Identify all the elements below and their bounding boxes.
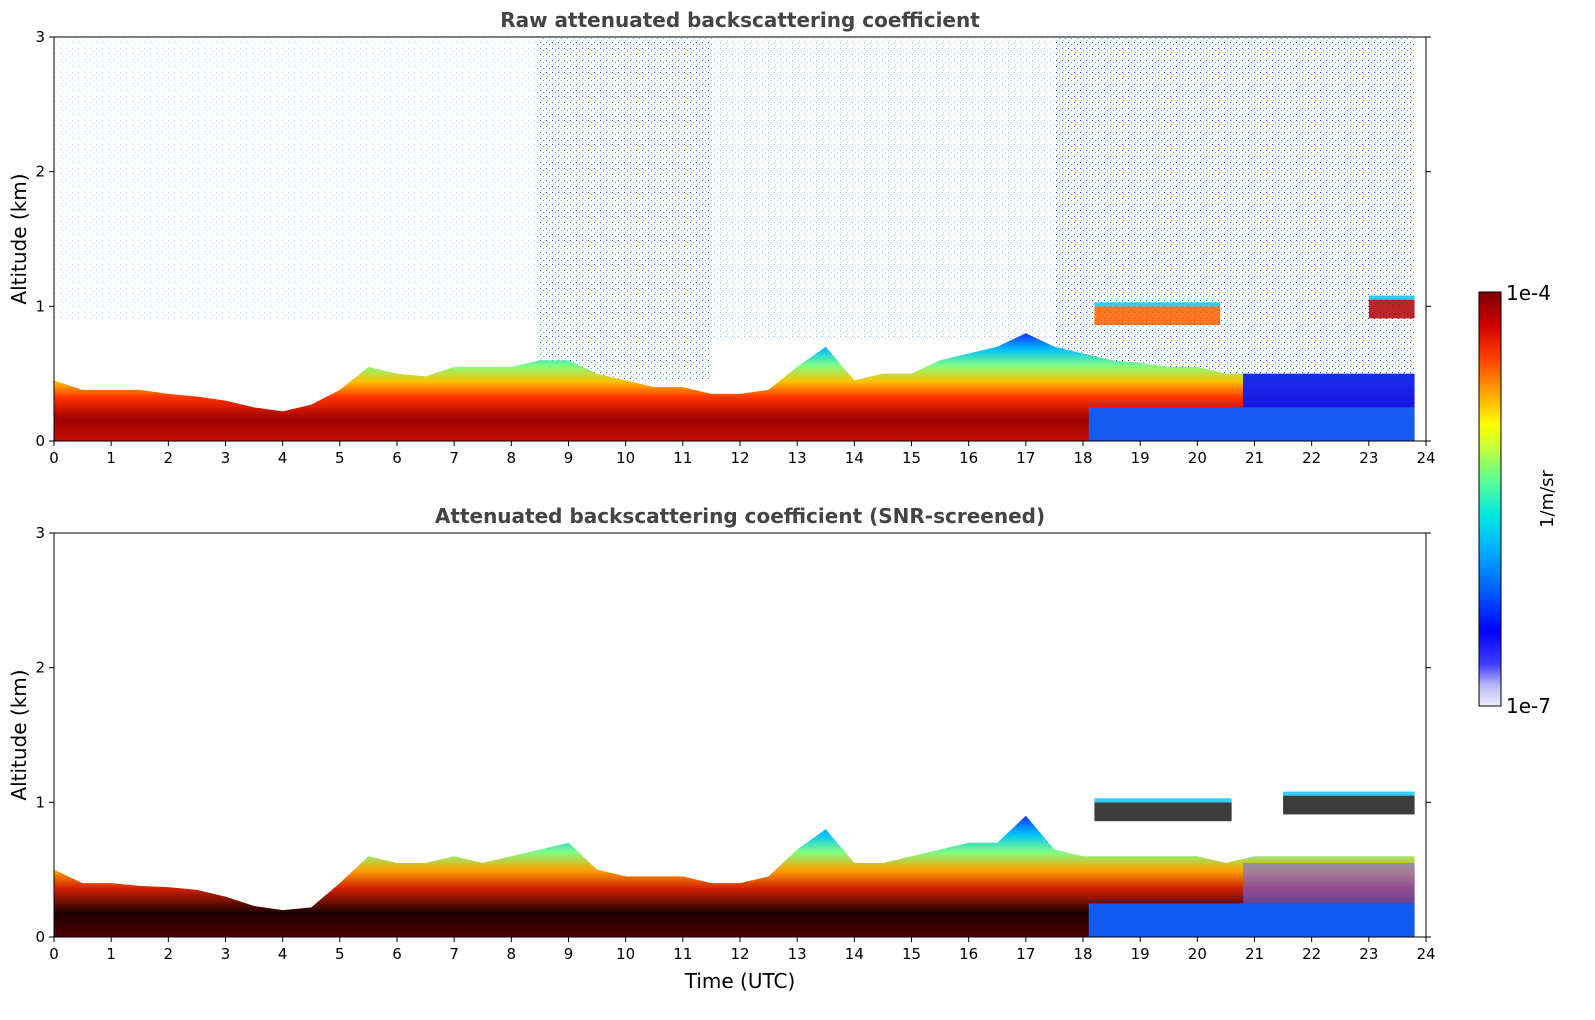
x-tick-label: 15: [902, 945, 921, 963]
noise-field: [1054, 37, 1415, 381]
colorbar: 1e-4 1e-7 1/m/sr: [1478, 281, 1558, 718]
noise-field: [54, 37, 540, 320]
x-tick-label: 19: [1131, 945, 1150, 963]
x-tick-label: 13: [788, 945, 807, 963]
x-tick-label: 3: [221, 945, 231, 963]
y-tick-label: 0: [35, 432, 45, 450]
x-tick-label: 2: [164, 449, 174, 467]
low-signal-region: [1088, 903, 1415, 937]
chart-title: Attenuated backscattering coefficient (S…: [435, 504, 1045, 528]
noise-field: [539, 37, 712, 381]
y-tick-label: 3: [35, 28, 45, 46]
x-tick-label: 4: [278, 945, 288, 963]
y-axis-label: Altitude (km): [7, 669, 31, 800]
elevated-layer-edge: [1094, 302, 1221, 307]
elevated-layer: [1094, 306, 1221, 326]
x-tick-label: 18: [1073, 449, 1092, 467]
x-tick-label: 5: [335, 449, 345, 467]
y-axis-label: Altitude (km): [7, 173, 31, 304]
x-tick-label: 21: [1245, 449, 1264, 467]
low-signal-region: [1243, 862, 1415, 904]
y-tick-label: 1: [35, 297, 45, 315]
x-tick-label: 9: [564, 449, 574, 467]
x-axis-label: Time (UTC): [684, 969, 796, 993]
x-tick-label: 1: [106, 449, 116, 467]
y-tick-label: 0: [35, 928, 45, 946]
x-tick-label: 5: [335, 945, 345, 963]
x-tick-label: 20: [1188, 945, 1207, 963]
boundary-layer-region: [54, 815, 1415, 937]
x-tick-label: 4: [278, 449, 288, 467]
snr-screened-panel: Attenuated backscattering coefficient (S…: [7, 504, 1436, 993]
x-tick-label: 17: [1016, 449, 1035, 467]
x-tick-label: 1: [106, 945, 116, 963]
x-tick-label: 7: [449, 449, 459, 467]
low-signal-region: [1088, 407, 1415, 441]
x-tick-label: 8: [507, 945, 517, 963]
x-tick-label: 11: [673, 945, 692, 963]
colorbar-gradient: [1478, 291, 1502, 707]
x-tick-label: 22: [1302, 945, 1321, 963]
x-tick-label: 23: [1359, 449, 1378, 467]
x-tick-label: 16: [959, 449, 978, 467]
colorbar-max-label: 1e-4: [1506, 281, 1551, 305]
noise-field: [711, 37, 1055, 340]
x-tick-label: 0: [49, 945, 59, 963]
x-tick-label: 16: [959, 945, 978, 963]
y-tick-label: 1: [35, 793, 45, 811]
x-tick-label: 14: [845, 449, 864, 467]
y-ticks: 0 1 2 3: [35, 28, 1431, 450]
x-tick-label: 18: [1073, 945, 1092, 963]
x-tick-label: 12: [730, 945, 749, 963]
x-tick-label: 6: [392, 945, 402, 963]
x-tick-label: 19: [1131, 449, 1150, 467]
boundary-layer-region: [54, 333, 1415, 441]
x-tick-label: 10: [616, 449, 635, 467]
elevated-layer: [1283, 795, 1415, 815]
x-tick-label: 21: [1245, 945, 1264, 963]
x-tick-label: 12: [730, 449, 749, 467]
elevated-layer-edge: [1094, 798, 1232, 803]
plot-area: [54, 791, 1415, 937]
y-tick-label: 2: [35, 659, 45, 677]
x-tick-label: 13: [788, 449, 807, 467]
x-tick-label: 11: [673, 449, 692, 467]
elevated-layer-edge: [1283, 791, 1415, 796]
elevated-layer-edge: [1368, 295, 1415, 300]
plot-area: [54, 37, 1415, 441]
x-tick-label: 24: [1416, 945, 1435, 963]
raw-backscatter-panel: Raw attenuated backscattering coefficien…: [7, 8, 1436, 467]
y-ticks: 0 1 2 3: [35, 524, 1431, 946]
x-ticks: 0 1 2 3 4 5 6 7 8 9 10 11 12 13 14 15 16 17 18 19 20 21 22 23 24: [49, 441, 1436, 467]
x-ticks: 0 1 2 3 4 5 6 7 8 9 10 11 12 13 14 15 16 17 18 19 20 21 22 23 24: [49, 937, 1436, 963]
x-tick-label: 8: [507, 449, 517, 467]
elevated-layer: [1094, 802, 1232, 822]
x-tick-label: 2: [164, 945, 174, 963]
x-tick-label: 9: [564, 945, 574, 963]
x-tick-label: 22: [1302, 449, 1321, 467]
y-tick-label: 2: [35, 163, 45, 181]
x-tick-label: 3: [221, 449, 231, 467]
low-signal-region: [1243, 373, 1415, 408]
x-tick-label: 17: [1016, 945, 1035, 963]
x-tick-label: 14: [845, 945, 864, 963]
x-tick-label: 10: [616, 945, 635, 963]
x-tick-label: 24: [1416, 449, 1435, 467]
x-tick-label: 0: [49, 449, 59, 467]
colorbar-min-label: 1e-7: [1506, 694, 1551, 718]
x-tick-label: 20: [1188, 449, 1207, 467]
chart-title: Raw attenuated backscattering coefficien…: [500, 8, 980, 32]
x-tick-label: 15: [902, 449, 921, 467]
colorbar-unit-label: 1/m/sr: [1537, 469, 1558, 527]
x-tick-label: 6: [392, 449, 402, 467]
x-tick-label: 7: [449, 945, 459, 963]
x-tick-label: 23: [1359, 945, 1378, 963]
elevated-layer: [1368, 299, 1415, 319]
y-tick-label: 3: [35, 524, 45, 542]
